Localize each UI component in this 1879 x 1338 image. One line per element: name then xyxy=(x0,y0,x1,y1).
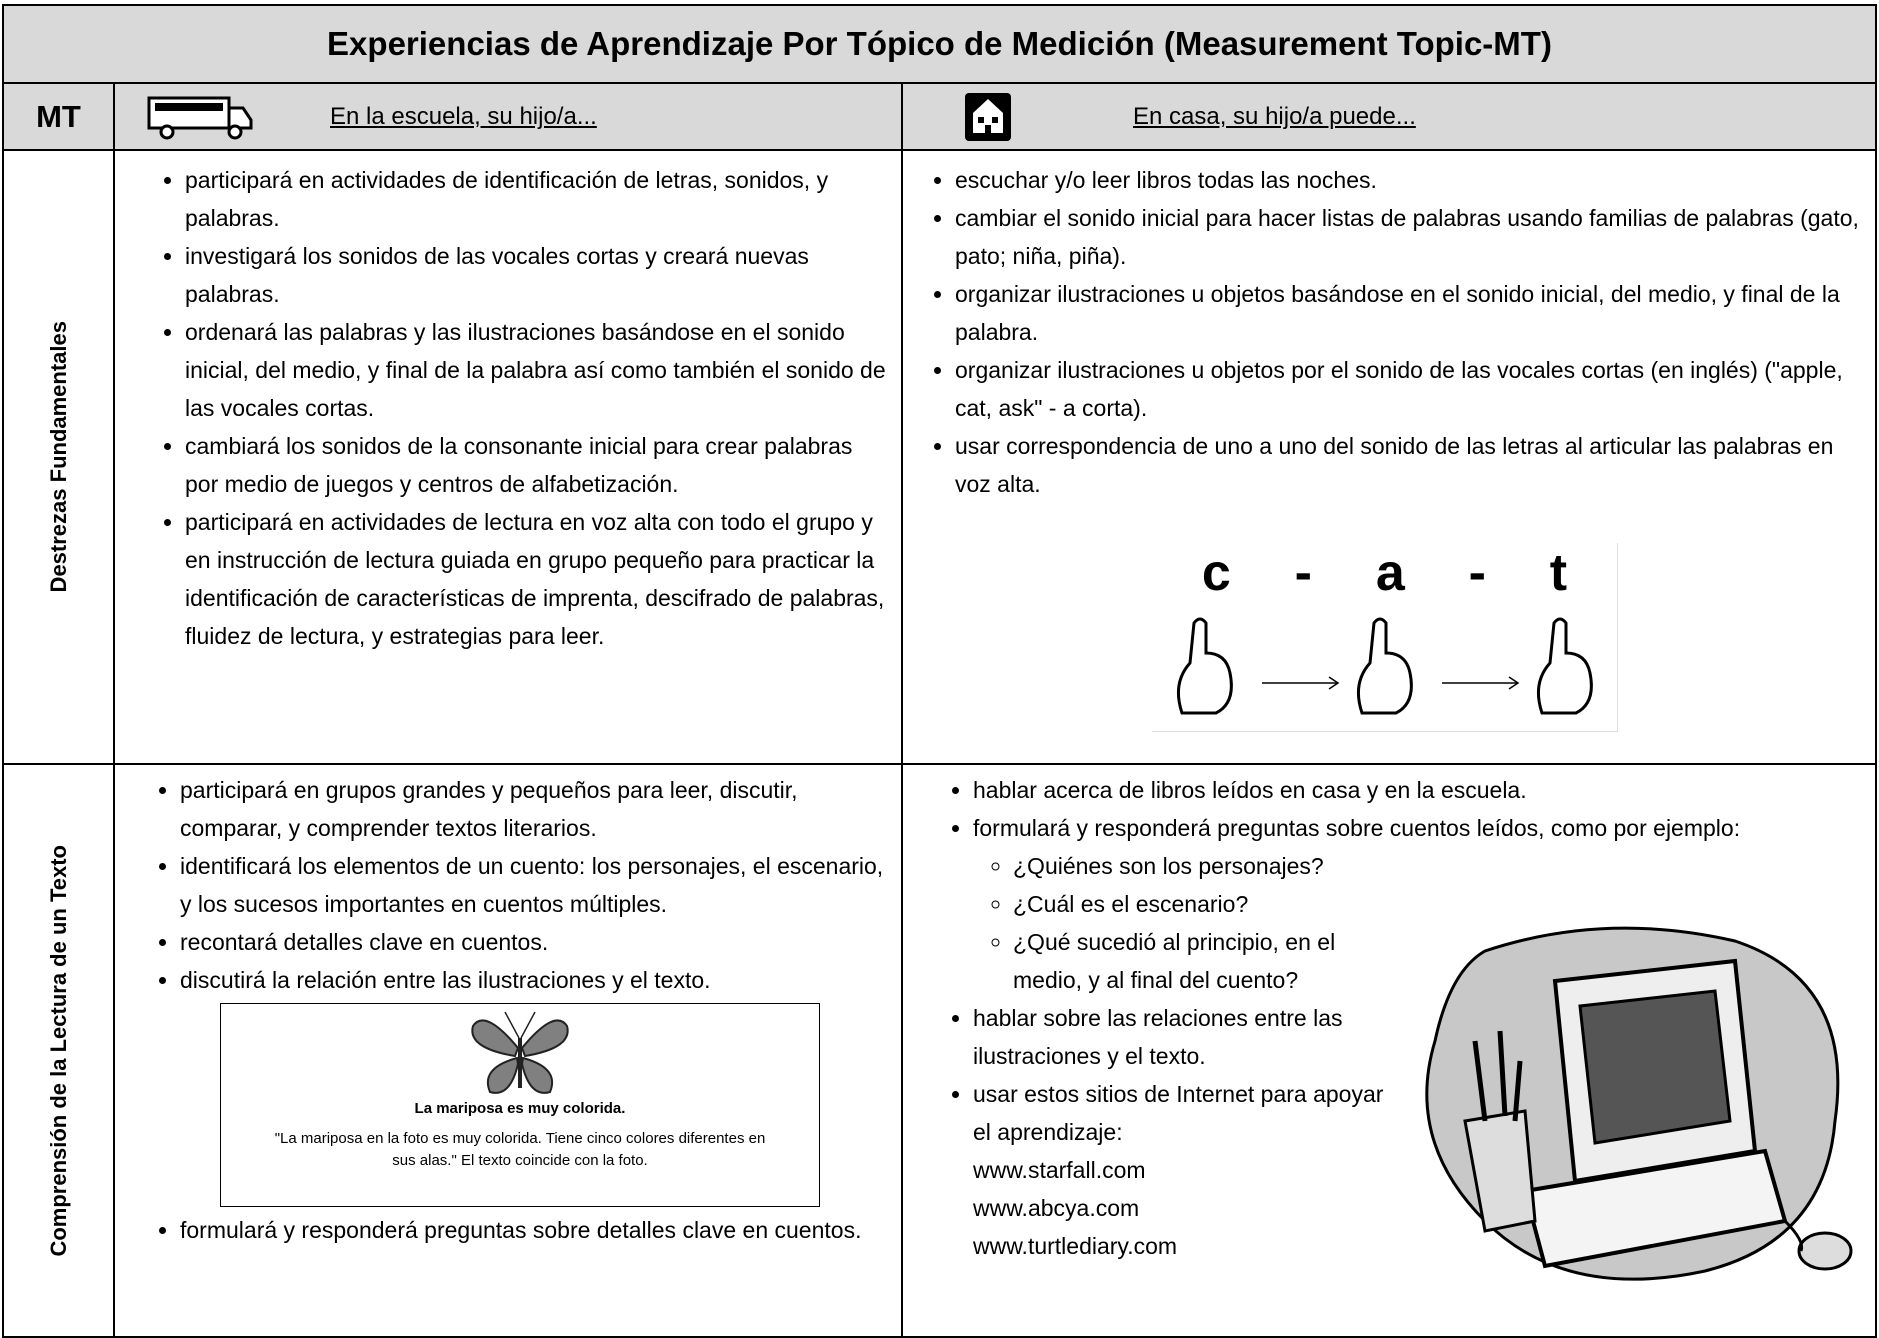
list-item: investigará los sonidos de las vocales c… xyxy=(185,237,891,313)
list-item: ordenará las palabras y las ilustracione… xyxy=(185,313,891,427)
school-list: formulará y responderá preguntas sobre d… xyxy=(115,1211,901,1249)
computer-wrap xyxy=(1405,921,1875,1301)
topic-cell: Comprensión de la Lectura de un Texto xyxy=(2,763,115,1338)
cat-figure: c - a - t xyxy=(1152,543,1618,732)
list-item: participará en actividades de identifica… xyxy=(185,161,891,237)
letter: - xyxy=(1468,544,1486,602)
mt-header: MT xyxy=(2,82,115,151)
figure-heading: La mariposa es muy colorida. xyxy=(414,1100,626,1117)
list-item: discutirá la relación entre las ilustrac… xyxy=(180,961,891,999)
home-cell: hablar acerca de libros leídos en casa y… xyxy=(901,763,1877,1338)
sub-item: ¿Quiénes son los personajes? xyxy=(1013,847,1861,885)
list-item: participará en actividades de lectura en… xyxy=(185,503,891,655)
list-item: cambiar el sonido inicial para hacer lis… xyxy=(955,199,1861,275)
butterfly xyxy=(471,1011,569,1094)
list-item: usar estos sitios de Internet para apoya… xyxy=(973,1075,1861,1265)
letter: c xyxy=(1201,544,1231,602)
topic-cell: Destrezas Fundamentales xyxy=(2,149,115,765)
hands xyxy=(1176,617,1593,715)
link[interactable]: www.abcya.com xyxy=(973,1195,1140,1221)
butterfly-figure: La mariposa es muy colorida. "La maripos… xyxy=(220,1003,820,1207)
home-list: escuchar y/o leer libros todas las noche… xyxy=(903,161,1875,503)
home-cell: escuchar y/o leer libros todas las noche… xyxy=(901,149,1877,765)
school-list: participará en actividades de identifica… xyxy=(115,161,901,655)
school-list: participará en grupos grandes y pequeños… xyxy=(115,771,901,999)
sub-list: ¿Quiénes son los personajes? ¿Cuál es el… xyxy=(973,847,1861,999)
figure-caption: "La mariposa en la foto es muy colorida.… xyxy=(274,1130,766,1169)
list-item: organizar ilustraciones u objetos basánd… xyxy=(955,275,1861,351)
home-header: En casa, su hijo/a puede... xyxy=(1133,102,1416,130)
computer-clipart xyxy=(1425,926,1853,1281)
cat-letters: c - a - t xyxy=(1152,543,1617,603)
letter: a xyxy=(1375,544,1405,602)
house-icon xyxy=(965,92,1011,141)
home-header-cell: En casa, su hijo/a puede... xyxy=(901,82,1877,151)
home-list: hablar acerca de libros leídos en casa y… xyxy=(903,771,1875,1265)
school-header-cell: En la escuela, su hijo/a... xyxy=(113,82,903,151)
list-item: hablar sobre las relaciones entre las il… xyxy=(973,999,1861,1075)
item-text: usar estos sitios de Internet para apoya… xyxy=(973,1081,1384,1145)
list-item: escuchar y/o leer libros todas las noche… xyxy=(955,161,1861,199)
list-item: hablar acerca de libros leídos en casa y… xyxy=(973,771,1861,809)
list-item: recontará detalles clave en cuentos. xyxy=(180,923,891,961)
topic-label: Destrezas Fundamentales xyxy=(45,321,71,593)
sub-item: ¿Cuál es el escenario? xyxy=(1013,885,1861,923)
school-cell: participará en actividades de identifica… xyxy=(113,149,903,765)
list-item: formulará y responderá preguntas sobre d… xyxy=(180,1211,891,1249)
list-item: organizar ilustraciones u objetos por el… xyxy=(955,351,1861,427)
list-item: participará en grupos grandes y pequeños… xyxy=(180,771,891,847)
list-item: formulará y responderá preguntas sobre c… xyxy=(973,809,1861,999)
school-cell: participará en grupos grandes y pequeños… xyxy=(113,763,903,1338)
sub-item: ¿Qué sucedió al principio, en el medio, … xyxy=(1013,923,1861,999)
link[interactable]: www.starfall.com xyxy=(973,1157,1146,1183)
letter: - xyxy=(1294,544,1312,602)
letter: t xyxy=(1549,544,1568,602)
title: Experiencias de Aprendizaje Por Tópico d… xyxy=(2,4,1877,84)
list-item: identificará los elementos de un cuento:… xyxy=(180,847,891,923)
list-item: cambiará los sonidos de la consonante in… xyxy=(185,427,891,503)
item-text: formulará y responderá preguntas sobre c… xyxy=(973,815,1741,841)
bus-icon xyxy=(147,96,253,139)
topic-label: Comprensión de la Lectura de un Texto xyxy=(45,844,71,1257)
list-item: usar correspondencia de uno a uno del so… xyxy=(955,427,1861,503)
link[interactable]: www.turtlediary.com xyxy=(973,1233,1178,1259)
school-header: En la escuela, su hijo/a... xyxy=(330,102,597,130)
